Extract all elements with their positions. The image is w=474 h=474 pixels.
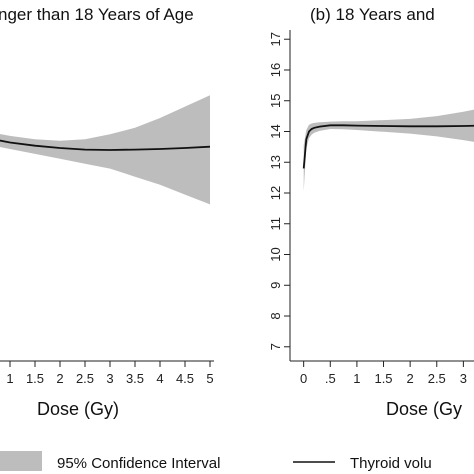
panel-b-y-tick-label: 17 — [268, 32, 283, 46]
panel-a-x-tick-label: 3 — [106, 371, 113, 386]
panel-b-x-tick-label: .5 — [325, 371, 336, 386]
panel-a-x-tick-label: 1.5 — [26, 371, 44, 386]
panel-a-x-tick-label: 2 — [56, 371, 63, 386]
panel-a-x-tick-label: 5 — [206, 371, 213, 386]
panel-b-y-tick-label: 14 — [268, 124, 283, 138]
panel-b-confidence-band — [303, 109, 474, 192]
panel-a-x-tick-label: 4 — [156, 371, 163, 386]
panel-b-x-tick-label: 0 — [300, 371, 307, 386]
legend-line-label: Thyroid volu — [350, 455, 432, 472]
panel-b-x-tick-label: 2.5 — [428, 371, 446, 386]
panel-b-x-tick-label: 1.5 — [374, 371, 392, 386]
panel-b-y-tick-label: 10 — [268, 247, 283, 261]
panel-b-y-tick-label: 8 — [268, 312, 283, 319]
panel-b-x-axis-title: Dose (Gy — [386, 399, 462, 419]
panel-b-y-tick-label: 11 — [268, 217, 283, 231]
panel-b-x-tick-label: 1 — [353, 371, 360, 386]
panel-a-x-tick-label: 1 — [6, 371, 13, 386]
panel-b-y-tick-label: 13 — [268, 155, 283, 169]
panel-b-y-tick-label: 7 — [268, 343, 283, 350]
panel-b-title: (b) 18 Years and — [310, 5, 435, 24]
panel-b-x-tick-label: 2 — [407, 371, 414, 386]
panel-b-y-tick-label: 15 — [268, 94, 283, 108]
legend-ci-label: 95% Confidence Interval — [57, 455, 220, 472]
panel-a-x-tick-label: 4.5 — [176, 371, 194, 386]
panel-a-estimate-line — [0, 139, 211, 151]
panel-b-y-tick-label: 16 — [268, 63, 283, 77]
panel-b-y-tick-label: 12 — [268, 186, 283, 200]
panel-a-x-tick-label: 2.5 — [76, 371, 94, 386]
panel-a-plot: 1 1.5 2 2.5 3 3.5 4 4.5 5 — [0, 95, 214, 386]
panel-b-y-tick-label: 9 — [268, 282, 283, 289]
legend-ci-swatch — [0, 451, 42, 471]
panel-b-x-tick-label: 3 — [460, 371, 467, 386]
panel-a-x-tick-label: 3.5 — [126, 371, 144, 386]
panel-b-estimate-line — [302, 124, 474, 169]
panel-a-title: nger than 18 Years of Age — [0, 5, 194, 24]
panel-b-plot: 0 .5 1 1.5 2 2.5 3 7 8 9 10 11 12 13 14 15 16 17 — [268, 30, 474, 386]
legend: 95% Confidence Interval Thyroid volu — [0, 451, 432, 472]
panel-a-x-axis-title: Dose (Gy) — [37, 399, 119, 419]
